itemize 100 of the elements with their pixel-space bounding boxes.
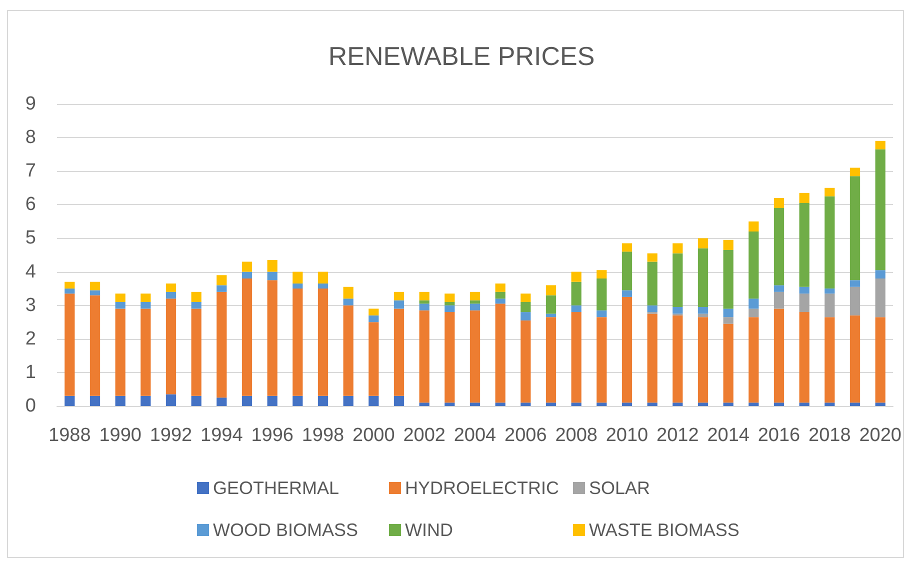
y-tick-label: 9 (25, 94, 36, 114)
bar (698, 317, 708, 403)
bar (343, 396, 354, 406)
bar (90, 295, 100, 396)
x-tick-label: 2006 (504, 425, 547, 446)
bar (824, 317, 835, 403)
bar (444, 305, 455, 312)
bar (748, 221, 759, 232)
bar (292, 284, 303, 289)
bar (850, 168, 860, 176)
bar (875, 270, 886, 278)
bar (647, 262, 658, 306)
bar (444, 294, 455, 302)
bar (394, 300, 404, 309)
bar (444, 312, 455, 403)
bar (242, 278, 252, 396)
bar (647, 402, 658, 406)
bar (242, 262, 252, 272)
bar (140, 302, 151, 309)
bar (267, 260, 278, 272)
bar (546, 317, 556, 403)
y-tick-label: 6 (25, 194, 36, 216)
x-tick-label: 2018 (808, 425, 851, 446)
bar (191, 302, 202, 309)
y-tick-label: 0 (25, 396, 36, 416)
bar (520, 302, 531, 312)
bar (824, 188, 835, 196)
x-tick-label: 2000 (352, 425, 395, 446)
bar (748, 298, 759, 309)
bar (698, 314, 708, 318)
bar (571, 272, 582, 282)
bar (115, 308, 126, 396)
bar (191, 292, 202, 302)
bar (267, 280, 278, 396)
bar (216, 275, 227, 286)
bar (419, 292, 430, 300)
bar (571, 305, 582, 312)
bar (318, 272, 328, 284)
bar (647, 305, 658, 312)
bar (520, 320, 531, 403)
bar (90, 282, 100, 290)
bar (191, 396, 202, 406)
legend-label: HYDROELECTRIC (405, 478, 560, 498)
x-tick-label: 2016 (758, 425, 800, 446)
bar (140, 294, 151, 302)
x-tick-label: 2010 (606, 425, 648, 446)
bar (419, 310, 430, 403)
legend-label: WASTE BIOMASS (589, 520, 740, 540)
bar (292, 396, 303, 406)
y-tick-label: 8 (25, 127, 36, 148)
bar (318, 396, 328, 406)
bar (64, 396, 75, 406)
bar (318, 284, 328, 289)
bar (596, 270, 607, 278)
bar (444, 402, 455, 406)
bar (799, 202, 810, 287)
bar (495, 402, 506, 406)
x-tick-label: 2008 (555, 425, 598, 446)
x-tick-label: 2014 (707, 425, 750, 446)
bar (698, 402, 708, 406)
bar (774, 292, 784, 309)
bar (191, 308, 202, 396)
bar (799, 402, 810, 406)
bar (647, 314, 658, 403)
bar (723, 324, 734, 403)
bar (622, 243, 632, 252)
bar (216, 398, 227, 406)
bar (824, 288, 835, 294)
bar (596, 317, 607, 403)
y-tick-label: 7 (25, 160, 36, 182)
bar (672, 315, 683, 403)
y-tick-label: 1 (25, 362, 36, 383)
bar (672, 253, 683, 308)
bar (115, 396, 126, 406)
bar (850, 280, 860, 287)
bar (748, 317, 759, 403)
bar (216, 285, 227, 292)
x-tick-label: 1990 (99, 425, 142, 446)
bar (444, 302, 455, 306)
bar (571, 312, 582, 403)
bar (166, 284, 176, 292)
bar (520, 402, 531, 406)
bar (470, 310, 480, 403)
bar (850, 286, 860, 316)
bar (495, 298, 506, 304)
bar (622, 252, 632, 290)
bar (748, 308, 759, 318)
bar (774, 208, 784, 286)
bar (546, 285, 556, 296)
bar (748, 232, 759, 299)
bar (394, 292, 404, 300)
bar (470, 304, 480, 310)
bar (875, 402, 886, 406)
bar (368, 322, 379, 396)
bar (394, 396, 404, 406)
x-tick-label: 2012 (656, 425, 699, 446)
x-tick-label: 1994 (200, 425, 244, 446)
x-tick-label: 1992 (150, 425, 192, 446)
bar (824, 294, 835, 318)
bar (343, 298, 354, 306)
